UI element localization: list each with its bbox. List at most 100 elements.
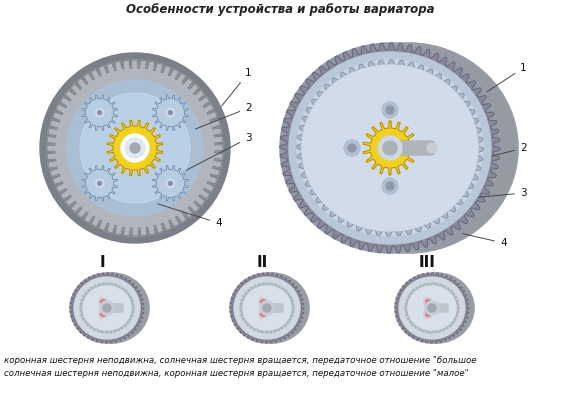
Ellipse shape <box>399 277 465 339</box>
Polygon shape <box>297 60 483 236</box>
Ellipse shape <box>74 277 140 339</box>
Text: 1: 1 <box>222 68 252 106</box>
FancyBboxPatch shape <box>380 141 434 155</box>
Text: 3: 3 <box>473 188 527 198</box>
Circle shape <box>95 109 104 117</box>
Text: II: II <box>256 255 268 270</box>
Ellipse shape <box>272 304 279 312</box>
Polygon shape <box>405 283 459 333</box>
Polygon shape <box>82 95 117 130</box>
Ellipse shape <box>297 60 483 236</box>
Polygon shape <box>280 43 500 253</box>
Text: I: I <box>99 255 105 270</box>
Polygon shape <box>47 60 223 236</box>
Ellipse shape <box>386 182 394 190</box>
Circle shape <box>103 304 111 312</box>
Polygon shape <box>390 43 518 253</box>
Circle shape <box>40 53 230 243</box>
Ellipse shape <box>426 312 430 316</box>
FancyBboxPatch shape <box>263 304 283 312</box>
Circle shape <box>95 179 104 188</box>
Ellipse shape <box>80 283 134 333</box>
Ellipse shape <box>230 273 304 343</box>
Circle shape <box>130 143 140 153</box>
Circle shape <box>378 136 402 160</box>
Ellipse shape <box>101 312 105 316</box>
Ellipse shape <box>298 43 518 253</box>
Ellipse shape <box>235 273 309 343</box>
Ellipse shape <box>426 300 430 304</box>
Ellipse shape <box>408 286 456 330</box>
Ellipse shape <box>382 102 398 118</box>
Ellipse shape <box>101 300 105 304</box>
Ellipse shape <box>259 298 267 306</box>
Ellipse shape <box>289 52 491 244</box>
Ellipse shape <box>344 140 360 156</box>
Polygon shape <box>70 273 144 343</box>
Circle shape <box>98 111 102 115</box>
Ellipse shape <box>113 306 117 310</box>
Ellipse shape <box>302 65 478 231</box>
Ellipse shape <box>243 286 291 330</box>
Polygon shape <box>240 283 294 333</box>
Ellipse shape <box>436 304 444 312</box>
Ellipse shape <box>75 273 149 343</box>
Circle shape <box>67 80 203 216</box>
Text: 1: 1 <box>488 63 527 91</box>
Polygon shape <box>107 120 163 176</box>
Polygon shape <box>153 165 188 201</box>
Circle shape <box>263 304 271 312</box>
Circle shape <box>125 138 145 158</box>
Circle shape <box>168 181 172 185</box>
Circle shape <box>80 93 190 203</box>
Circle shape <box>425 301 439 315</box>
Ellipse shape <box>261 312 265 316</box>
Polygon shape <box>153 95 188 130</box>
Ellipse shape <box>424 310 432 318</box>
Ellipse shape <box>111 304 119 312</box>
Ellipse shape <box>427 143 437 153</box>
Ellipse shape <box>273 306 277 310</box>
Text: 4: 4 <box>463 234 507 248</box>
Text: III: III <box>419 255 435 270</box>
Ellipse shape <box>240 283 294 333</box>
Polygon shape <box>230 273 304 343</box>
Ellipse shape <box>395 273 469 343</box>
Polygon shape <box>80 283 134 333</box>
Ellipse shape <box>348 144 356 152</box>
Circle shape <box>260 301 274 315</box>
Circle shape <box>100 301 114 315</box>
Text: 4: 4 <box>158 204 222 228</box>
FancyBboxPatch shape <box>103 304 123 312</box>
Ellipse shape <box>400 273 474 343</box>
Circle shape <box>167 179 174 188</box>
Ellipse shape <box>405 283 459 333</box>
Text: 3: 3 <box>181 133 252 173</box>
Circle shape <box>167 109 174 117</box>
Circle shape <box>168 111 172 115</box>
Ellipse shape <box>99 298 107 306</box>
Circle shape <box>383 141 397 155</box>
Polygon shape <box>395 273 469 343</box>
Text: Особенности устройства и работы вариатора: Особенности устройства и работы вариатор… <box>126 3 434 16</box>
Polygon shape <box>107 273 149 343</box>
Text: коронная шестерня неподвижна, солнечная шестерня вращается, передаточное отношен: коронная шестерня неподвижна, солнечная … <box>4 356 476 365</box>
Circle shape <box>121 134 149 162</box>
Ellipse shape <box>280 43 500 253</box>
Ellipse shape <box>386 106 394 114</box>
Ellipse shape <box>259 310 267 318</box>
Ellipse shape <box>438 306 442 310</box>
Text: 2: 2 <box>196 103 252 129</box>
Ellipse shape <box>261 300 265 304</box>
Text: солнечная шестерня неподвижна, коронная шестерня вращается, передаточное отношен: солнечная шестерня неподвижна, коронная … <box>4 369 468 378</box>
Polygon shape <box>267 273 309 343</box>
Polygon shape <box>364 121 417 175</box>
Polygon shape <box>432 273 474 343</box>
Ellipse shape <box>382 178 398 194</box>
Ellipse shape <box>83 286 131 330</box>
Circle shape <box>428 304 436 312</box>
Text: 2: 2 <box>468 143 527 162</box>
Polygon shape <box>82 165 117 201</box>
Ellipse shape <box>70 273 144 343</box>
Ellipse shape <box>424 298 432 306</box>
